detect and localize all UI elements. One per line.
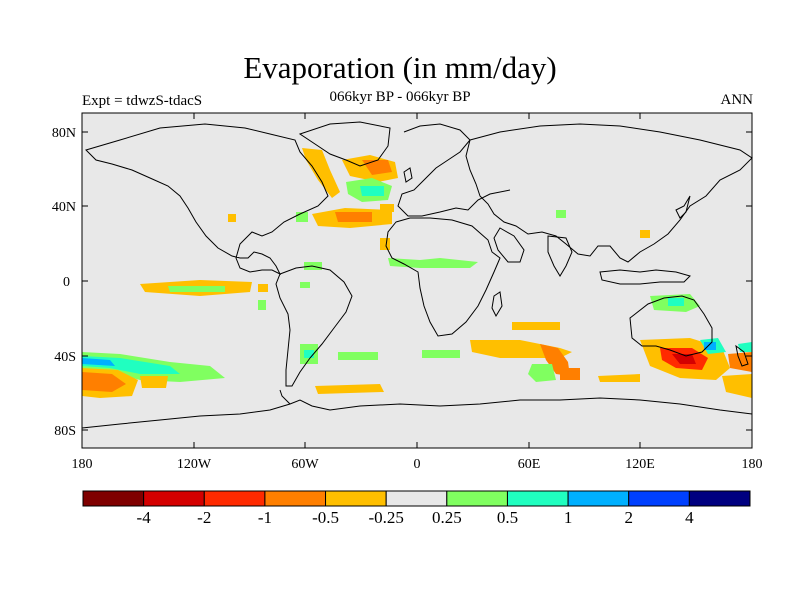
anomaly-patch xyxy=(338,352,378,360)
lat-label: 80N xyxy=(52,126,76,141)
colorbar-label: 0.5 xyxy=(497,508,518,527)
colorbar-box xyxy=(203,490,266,507)
coastline-africa xyxy=(385,217,501,337)
anomaly-patch xyxy=(380,204,394,212)
colorbar-box xyxy=(385,490,448,507)
anomaly-patch xyxy=(258,284,268,292)
coastline-europe xyxy=(397,123,511,217)
colorbar-box xyxy=(325,490,387,507)
lon-label: 0 xyxy=(414,457,421,472)
lon-labels: 180 120W 60W 0 60E 120E 180 xyxy=(72,457,763,472)
lat-label: 40N xyxy=(52,200,76,215)
anomaly-patch xyxy=(704,342,716,350)
anomaly-patch xyxy=(168,286,225,292)
coastline-greenland xyxy=(298,121,391,167)
anomaly-patch xyxy=(82,358,115,366)
lon-label: 60W xyxy=(291,457,319,472)
anomaly-patch xyxy=(362,160,392,175)
colorbar-box xyxy=(506,490,569,507)
coastline-arabia xyxy=(493,227,525,263)
colorbar-label: 0.25 xyxy=(432,508,462,527)
anomaly-patch xyxy=(422,350,460,358)
coastline-antarctic-peninsula xyxy=(279,389,291,405)
anomaly-patch xyxy=(738,342,752,352)
anomaly-patch xyxy=(512,322,560,330)
lon-label: 180 xyxy=(742,457,763,472)
colorbar-label: -2 xyxy=(197,508,211,527)
experiment-label: Expt = tdwzS-tdacS xyxy=(82,93,203,109)
coastline-north-america xyxy=(85,123,329,276)
anomaly-patch xyxy=(598,374,640,382)
lon-axis xyxy=(81,113,753,448)
colorbar-label: 4 xyxy=(685,508,694,527)
coastline-antarctica xyxy=(81,397,753,429)
anomaly-patch xyxy=(722,374,752,398)
colorbar-box xyxy=(628,490,690,507)
anomaly-patch xyxy=(560,368,580,380)
colorbar-label: 1 xyxy=(564,508,573,527)
season-label: ANN xyxy=(720,92,754,108)
time-label: 066kyr BP - 066kyr BP xyxy=(329,89,471,105)
coastlines xyxy=(81,121,753,429)
coastline-india xyxy=(547,235,573,277)
colorbar-box xyxy=(264,490,327,507)
colorbar-label: 2 xyxy=(624,508,633,527)
lat-label: 80S xyxy=(54,424,76,439)
lon-label: 180 xyxy=(72,457,93,472)
colorbar-label: -1 xyxy=(258,508,272,527)
coastline-japan xyxy=(675,195,691,219)
colorbar-label: -0.5 xyxy=(312,508,339,527)
anomaly-patch xyxy=(388,258,478,268)
lon-label: 60E xyxy=(518,457,541,472)
plot-title: Evaporation (in mm/day) xyxy=(243,50,557,85)
anomaly-patch xyxy=(315,384,384,394)
anomaly-patch xyxy=(556,210,566,218)
lon-label: 120E xyxy=(625,457,655,472)
anomaly-patch xyxy=(304,350,314,358)
lat-label: 0 xyxy=(63,275,70,290)
colorbar-label: -0.25 xyxy=(368,508,403,527)
anomaly-patch xyxy=(668,298,684,306)
colorbar-box xyxy=(143,490,205,507)
anomaly-patch xyxy=(380,238,390,250)
anomaly-patch xyxy=(335,212,372,222)
coastline-madagascar xyxy=(491,291,503,318)
lat-labels: 80N 40N 0 40S 80S xyxy=(52,126,76,439)
anomaly-patch xyxy=(228,214,236,222)
coastline-south-america xyxy=(275,265,353,387)
colorbar-box xyxy=(688,490,751,507)
colorbar xyxy=(82,490,751,507)
lon-label: 120W xyxy=(177,457,212,472)
coastline-british-isles xyxy=(403,167,413,183)
anomaly-patch xyxy=(302,148,340,198)
anomaly-patch xyxy=(258,300,266,310)
anomaly-patch xyxy=(640,230,650,238)
colorbar-labels: -4 -2 -1 -0.5 -0.25 0.25 0.5 1 2 4 xyxy=(137,508,695,527)
coastline-indonesia xyxy=(599,269,691,285)
colorbar-label: -4 xyxy=(137,508,152,527)
anomaly-patch xyxy=(82,372,126,392)
coastline-new-zealand xyxy=(735,344,749,367)
colorbar-box xyxy=(446,490,508,507)
lat-label: 40S xyxy=(54,350,76,365)
coastline-australia xyxy=(629,295,713,357)
colorbar-box xyxy=(567,490,630,507)
anomaly-patch xyxy=(672,354,696,364)
colorbar-box xyxy=(82,490,145,507)
anomaly-patch xyxy=(300,282,310,288)
map-background xyxy=(82,113,752,448)
anomaly-patch xyxy=(140,376,168,388)
coastline-asia xyxy=(465,123,753,263)
anomaly-patches xyxy=(82,148,752,398)
anomaly-patch xyxy=(360,186,384,196)
lat-axis xyxy=(82,131,752,431)
anomaly-patch xyxy=(528,364,556,382)
